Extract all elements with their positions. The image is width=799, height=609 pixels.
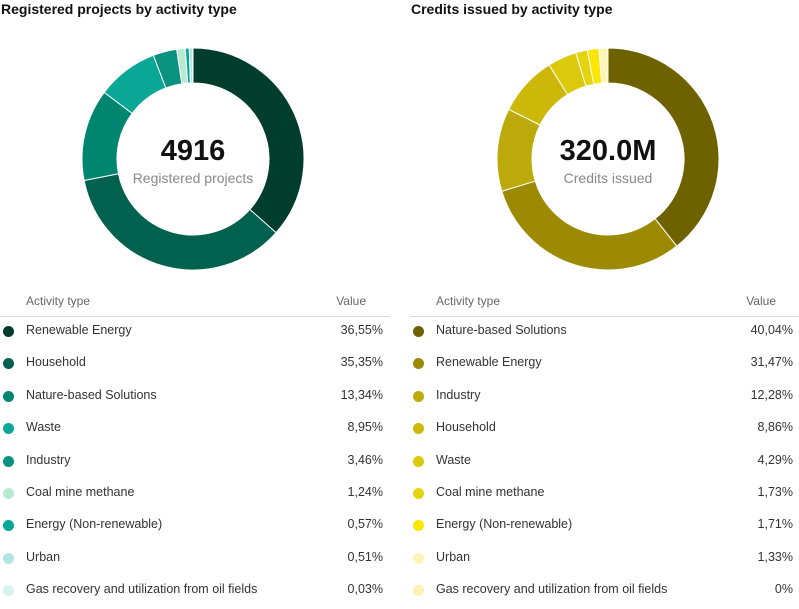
legend-label: Energy (Non-renewable) [26, 517, 162, 531]
legend-value: 0% [775, 582, 793, 596]
legend-swatch [3, 553, 14, 564]
legend-row-renewable-energy[interactable]: Renewable Energy 31,47% [410, 349, 799, 381]
legend-value: 3,46% [348, 453, 383, 467]
legend-row-urban[interactable]: Urban 0,51% [0, 544, 390, 576]
center-label: Registered projects [133, 170, 254, 186]
legend-swatch [413, 553, 424, 564]
legend-label: Renewable Energy [436, 355, 542, 369]
slice-household[interactable] [84, 174, 276, 270]
legend-header: Activity type Value [0, 292, 390, 317]
legend-value: 35,35% [341, 355, 383, 369]
legend-label: Urban [26, 550, 60, 564]
legend-header: Activity type Value [410, 292, 799, 317]
legend-value: 1,24% [348, 485, 383, 499]
registered-projects-panel: Registered projects by activity type 491… [0, 0, 390, 600]
legend-value: 1,71% [758, 517, 793, 531]
activity-type-header: Activity type [26, 294, 90, 308]
credits-issued-legend: Activity type Value Nature-based Solutio… [410, 292, 799, 609]
center-value: 4916 [161, 135, 226, 167]
legend-row-industry[interactable]: Industry 3,46% [0, 447, 390, 479]
legend-value: 31,47% [751, 355, 793, 369]
legend-row-renewable-energy[interactable]: Renewable Energy 36,55% [0, 317, 390, 349]
activity-type-header: Activity type [436, 294, 500, 308]
legend-value: 4,29% [758, 453, 793, 467]
legend-label: Energy (Non-renewable) [436, 517, 572, 531]
legend-swatch [3, 423, 14, 434]
legend-row-waste[interactable]: Waste 4,29% [410, 447, 799, 479]
legend-row-urban[interactable]: Urban 1,33% [410, 544, 799, 576]
legend-value: 0,03% [348, 582, 383, 596]
legend-row-nature-based-solutions[interactable]: Nature-based Solutions 40,04% [410, 317, 799, 349]
slice-renewable-energy[interactable] [502, 181, 677, 270]
legend-label: Gas recovery and utilization from oil fi… [436, 582, 667, 596]
legend-row-gas-recovery-and-utilization-from-oil-fields[interactable]: Gas recovery and utilization from oil fi… [410, 576, 799, 608]
legend-swatch [413, 585, 424, 596]
legend-label: Nature-based Solutions [436, 323, 567, 337]
center-value: 320.0M [560, 135, 657, 167]
legend-swatch [413, 488, 424, 499]
legend-swatch [413, 391, 424, 402]
legend-row-energy-non-renewable[interactable]: Energy (Non-renewable) 1,71% [410, 511, 799, 543]
legend-value: 0,51% [348, 550, 383, 564]
legend-swatch [3, 358, 14, 369]
legend-label: Household [436, 420, 496, 434]
legend-label: Gas recovery and utilization from oil fi… [26, 582, 257, 596]
legend-value: 8,86% [758, 420, 793, 434]
credits-issued-donut: 320.0M Credits issued [410, 0, 799, 285]
legend-swatch [3, 326, 14, 337]
legend-row-waste[interactable]: Waste 8,95% [0, 414, 390, 446]
legend-swatch [3, 391, 14, 402]
legend-swatch [3, 456, 14, 467]
legend-row-household[interactable]: Household 35,35% [0, 349, 390, 381]
legend-label: Industry [26, 453, 70, 467]
legend-value: 0,57% [348, 517, 383, 531]
legend-row-household[interactable]: Household 8,86% [410, 414, 799, 446]
registered-projects-legend: Activity type Value Renewable Energy 36,5… [0, 292, 390, 609]
legend-swatch [413, 358, 424, 369]
registered-projects-donut: 4916 Registered projects [0, 0, 390, 285]
legend-value: 40,04% [751, 323, 793, 337]
legend-label: Coal mine methane [436, 485, 544, 499]
legend-value: 12,28% [751, 388, 793, 402]
legend-row-industry[interactable]: Industry 12,28% [410, 382, 799, 414]
legend-label: Nature-based Solutions [26, 388, 157, 402]
legend-row-gas-recovery-and-utilization-from-oil-fields[interactable]: Gas recovery and utilization from oil fi… [0, 576, 390, 608]
legend-label: Industry [436, 388, 480, 402]
legend-row-coal-mine-methane[interactable]: Coal mine methane 1,73% [410, 479, 799, 511]
value-header: Value [746, 294, 776, 308]
legend-swatch [413, 456, 424, 467]
legend-value: 1,73% [758, 485, 793, 499]
legend-label: Urban [436, 550, 470, 564]
legend-value: 8,95% [348, 420, 383, 434]
legend-swatch [413, 520, 424, 531]
legend-label: Coal mine methane [26, 485, 134, 499]
legend-value: 13,34% [341, 388, 383, 402]
legend-swatch [413, 423, 424, 434]
legend-value: 1,33% [758, 550, 793, 564]
legend-row-energy-non-renewable[interactable]: Energy (Non-renewable) 0,57% [0, 511, 390, 543]
credits-issued-panel: Credits issued by activity type 320.0M C… [410, 0, 799, 600]
legend-swatch [3, 520, 14, 531]
legend-label: Waste [436, 453, 471, 467]
legend-label: Renewable Energy [26, 323, 132, 337]
legend-label: Household [26, 355, 86, 369]
legend-row-coal-mine-methane[interactable]: Coal mine methane 1,24% [0, 479, 390, 511]
legend-label: Waste [26, 420, 61, 434]
legend-swatch [413, 326, 424, 337]
legend-value: 36,55% [341, 323, 383, 337]
legend-swatch [3, 585, 14, 596]
legend-row-nature-based-solutions[interactable]: Nature-based Solutions 13,34% [0, 382, 390, 414]
value-header: Value [336, 294, 366, 308]
center-label: Credits issued [564, 170, 653, 186]
legend-swatch [3, 488, 14, 499]
